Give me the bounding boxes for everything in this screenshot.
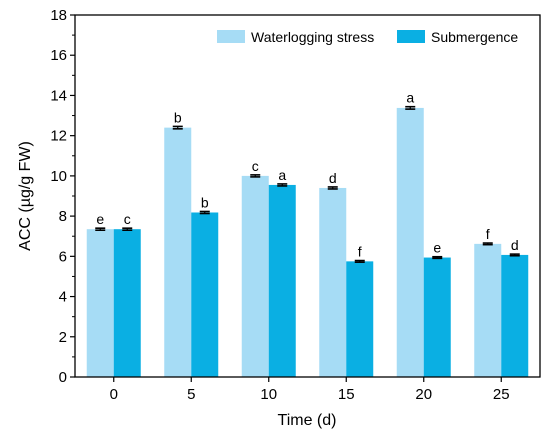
y-tick-label: 12 bbox=[50, 128, 67, 145]
y-tick-label: 4 bbox=[59, 289, 67, 306]
x-tick-label: 0 bbox=[110, 386, 118, 403]
y-tick-label: 0 bbox=[59, 369, 67, 386]
significance-letter: c bbox=[124, 211, 131, 227]
bar-waterlogging-20 bbox=[396, 107, 424, 377]
bar-submergence-5 bbox=[191, 212, 219, 377]
x-tick-label: 20 bbox=[415, 386, 432, 403]
significance-letter: b bbox=[174, 109, 182, 125]
legend: Waterlogging stress Submergence bbox=[217, 29, 518, 45]
significance-letter: f bbox=[486, 226, 490, 242]
axes-layer: 0 2 4 6 8 10 12 14 16 18 0 5 10 15 20 25 bbox=[50, 7, 541, 403]
y-tick-label: 2 bbox=[59, 329, 67, 346]
bar-waterlogging-5 bbox=[164, 127, 192, 377]
significance-letter: f bbox=[358, 244, 362, 260]
significance-letter: c bbox=[252, 158, 259, 174]
bar-submergence-0 bbox=[113, 229, 141, 377]
x-tick-label: 5 bbox=[187, 386, 195, 403]
y-tick-label: 16 bbox=[50, 47, 67, 64]
y-tick-label: 18 bbox=[50, 7, 67, 24]
significance-letter: b bbox=[201, 194, 209, 210]
significance-letter: e bbox=[433, 240, 441, 256]
bar-waterlogging-25 bbox=[474, 243, 502, 377]
significance-letter: d bbox=[329, 170, 337, 186]
significance-letter: e bbox=[96, 211, 104, 227]
bar-submergence-25 bbox=[501, 254, 529, 377]
significance-letter: a bbox=[278, 167, 286, 183]
legend-swatch-waterlogging bbox=[217, 30, 245, 43]
y-tick-label: 8 bbox=[59, 208, 67, 225]
y-tick-label: 14 bbox=[50, 87, 67, 104]
bar-waterlogging-10 bbox=[241, 175, 269, 377]
bar-submergence-10 bbox=[268, 184, 296, 377]
bar-submergence-20 bbox=[423, 257, 451, 377]
legend-swatch-submergence bbox=[397, 30, 425, 43]
y-axis-label: ACC (µg/g FW) bbox=[17, 141, 34, 251]
legend-label: Waterlogging stress bbox=[251, 29, 374, 45]
x-axis-label: Time (d) bbox=[278, 412, 337, 429]
bar-waterlogging-15 bbox=[319, 187, 347, 377]
x-tick-label: 15 bbox=[338, 386, 355, 403]
y-tick-label: 10 bbox=[50, 168, 67, 185]
y-tick-label: 6 bbox=[59, 248, 67, 265]
bar-submergence-15 bbox=[346, 261, 374, 377]
bars-layer bbox=[86, 105, 529, 377]
plot-frame bbox=[74, 14, 541, 378]
x-tick-label: 25 bbox=[493, 386, 510, 403]
significance-letter: a bbox=[406, 90, 414, 106]
bar-waterlogging-0 bbox=[86, 229, 114, 377]
x-tick-label: 10 bbox=[260, 386, 277, 403]
legend-label: Submergence bbox=[431, 29, 518, 45]
significance-labels-layer: e b c d a f c b a f e d bbox=[96, 90, 518, 260]
significance-letter: d bbox=[511, 237, 519, 253]
